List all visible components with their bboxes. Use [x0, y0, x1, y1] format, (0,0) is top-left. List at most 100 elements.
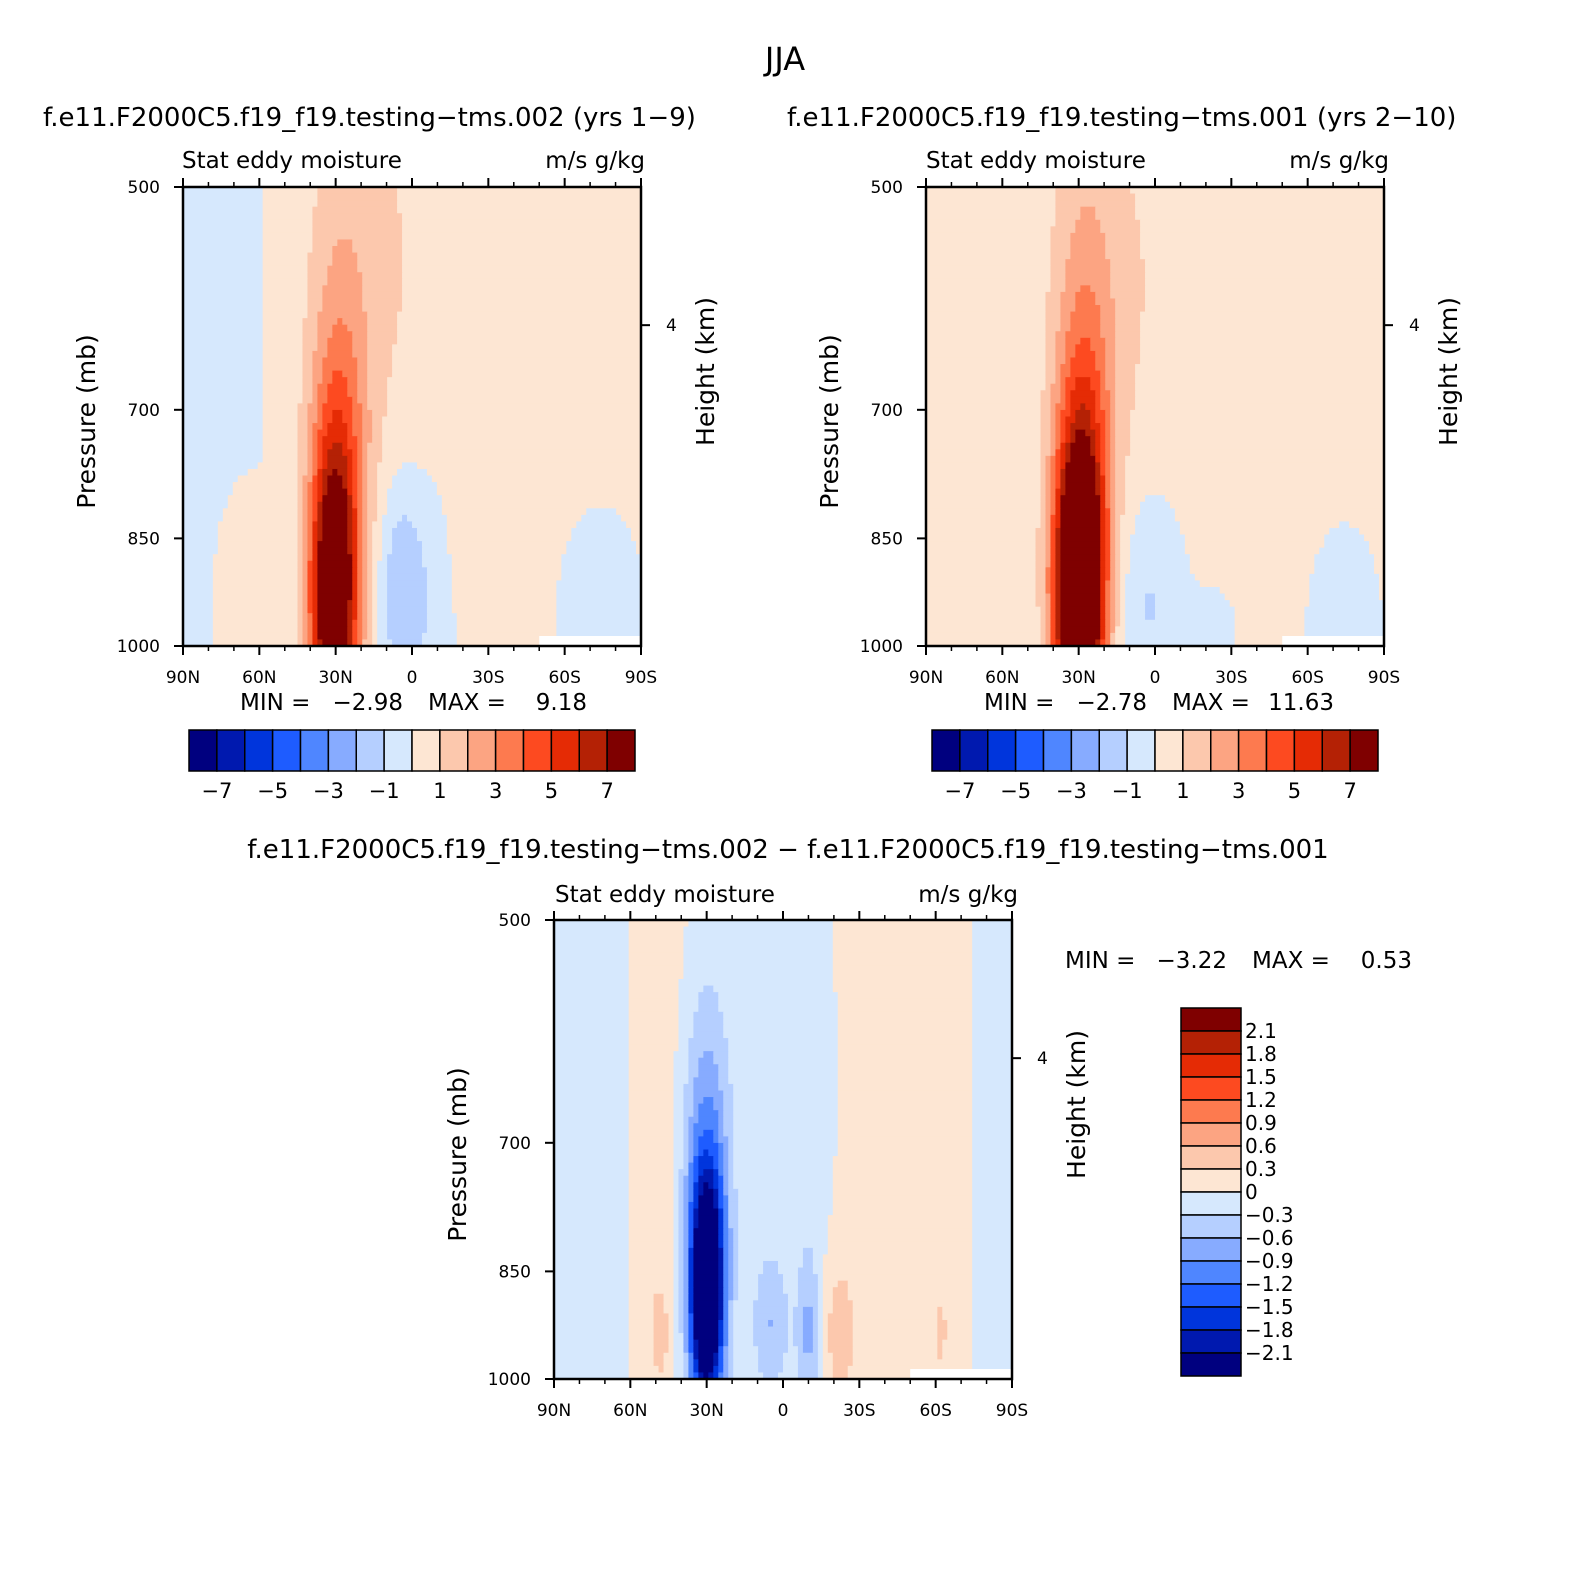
contour-cell [347, 514, 353, 523]
contour-cell [812, 1254, 824, 1262]
contour-cell [778, 1260, 804, 1269]
contour-cell [653, 1359, 665, 1367]
contour-cell [678, 1280, 685, 1288]
contour-cell [693, 1175, 699, 1183]
right-string: m/s g/kg [1289, 148, 1389, 174]
contour-cell [1110, 390, 1116, 398]
contour-cell [322, 514, 348, 523]
contour-cell [787, 1333, 794, 1341]
contour-cell [377, 475, 393, 483]
contour-cell [926, 541, 1037, 549]
colorbar-box [1180, 1329, 1242, 1354]
contour-cell [317, 613, 348, 621]
contour-cell [718, 1149, 724, 1157]
contour-cell [1169, 501, 1385, 509]
contour-cell [1060, 423, 1066, 431]
contour-cell [1055, 626, 1062, 634]
contour-cell [1145, 305, 1385, 313]
contour-cell [312, 514, 319, 523]
contour-cell [1229, 600, 1310, 608]
contour-cell [832, 1162, 973, 1170]
contour-cell [698, 1057, 714, 1065]
contour-cell [302, 632, 309, 641]
contour-cell [683, 1319, 690, 1328]
contour-cell [1065, 468, 1096, 477]
contour-cell [1105, 429, 1111, 437]
contour-cell [183, 331, 264, 339]
contour-cell [352, 639, 358, 647]
contour-cell [317, 619, 348, 627]
contour-cell [317, 187, 398, 195]
contour-cell [322, 534, 348, 542]
contour-cell [1349, 521, 1385, 529]
contour-cell [297, 482, 304, 490]
contour-cell [972, 1077, 1013, 1085]
contour-cell [1130, 547, 1186, 555]
contour-cell [1110, 475, 1116, 483]
contour-cell [673, 1300, 680, 1308]
contour-cell [1050, 226, 1076, 234]
contour-cell [837, 1090, 973, 1098]
contour-cell [297, 521, 304, 529]
contour-cell [1115, 409, 1131, 418]
contour-cell [718, 1333, 724, 1341]
contour-cell [718, 1365, 724, 1374]
contour-cell [1060, 580, 1101, 588]
contour-cell [628, 1254, 675, 1262]
contour-cell [352, 619, 358, 627]
colorbar-label: −2.1 [1245, 1341, 1294, 1365]
contour-cell [183, 219, 264, 227]
contour-cell [212, 613, 299, 621]
contour-cell [683, 1149, 690, 1157]
contour-cell [926, 468, 1042, 477]
contour-cell [392, 475, 433, 483]
contour-cell [683, 1129, 690, 1137]
contour-cell [942, 1346, 973, 1354]
contour-cell [362, 278, 403, 286]
contour-cell [1055, 606, 1062, 614]
contour-cell [1120, 554, 1131, 562]
contour-cell [1125, 580, 1201, 588]
contour-cell [758, 1359, 784, 1367]
contour-cell [723, 1195, 729, 1203]
contour-cell [357, 455, 363, 463]
contour-cell [554, 1359, 630, 1367]
contour-cell [1060, 364, 1071, 372]
contour-cell [733, 1149, 839, 1157]
contour-cell [1110, 403, 1116, 411]
contour-cell [728, 1300, 734, 1308]
contour-cell [317, 534, 323, 542]
contour-cell [372, 521, 383, 529]
contour-cell [347, 383, 358, 391]
contour-cell [367, 573, 373, 582]
contour-cell [693, 1287, 719, 1295]
contour-cell [852, 1352, 938, 1360]
contour-cell [1080, 337, 1091, 345]
contour-cell [636, 547, 642, 555]
contour-cell [673, 1260, 680, 1269]
contour-cell [297, 586, 304, 595]
contour-cell [1095, 436, 1101, 444]
contour-cell [307, 305, 323, 313]
contour-cell [1379, 573, 1385, 582]
contour-cell [212, 600, 299, 608]
contour-cell [1110, 468, 1116, 477]
contour-cell [262, 364, 304, 372]
contour-cell [352, 468, 358, 477]
colorbar-box [1237, 729, 1268, 772]
contour-cell [673, 1070, 690, 1078]
contour-cell [1110, 626, 1116, 634]
contour-cell [832, 1201, 973, 1210]
contour-cell [297, 462, 309, 470]
contour-cell [1055, 514, 1062, 523]
contour-cell [1095, 462, 1101, 470]
contour-cell [1314, 567, 1375, 575]
contour-cell [367, 370, 393, 378]
contour-cell [733, 1352, 759, 1360]
contour-cell [688, 1372, 694, 1380]
contour-cell [783, 1359, 799, 1367]
contour-cell [926, 377, 1047, 385]
contour-cell [183, 318, 264, 326]
contour-cell [728, 1247, 734, 1256]
contour-cell [421, 554, 453, 562]
